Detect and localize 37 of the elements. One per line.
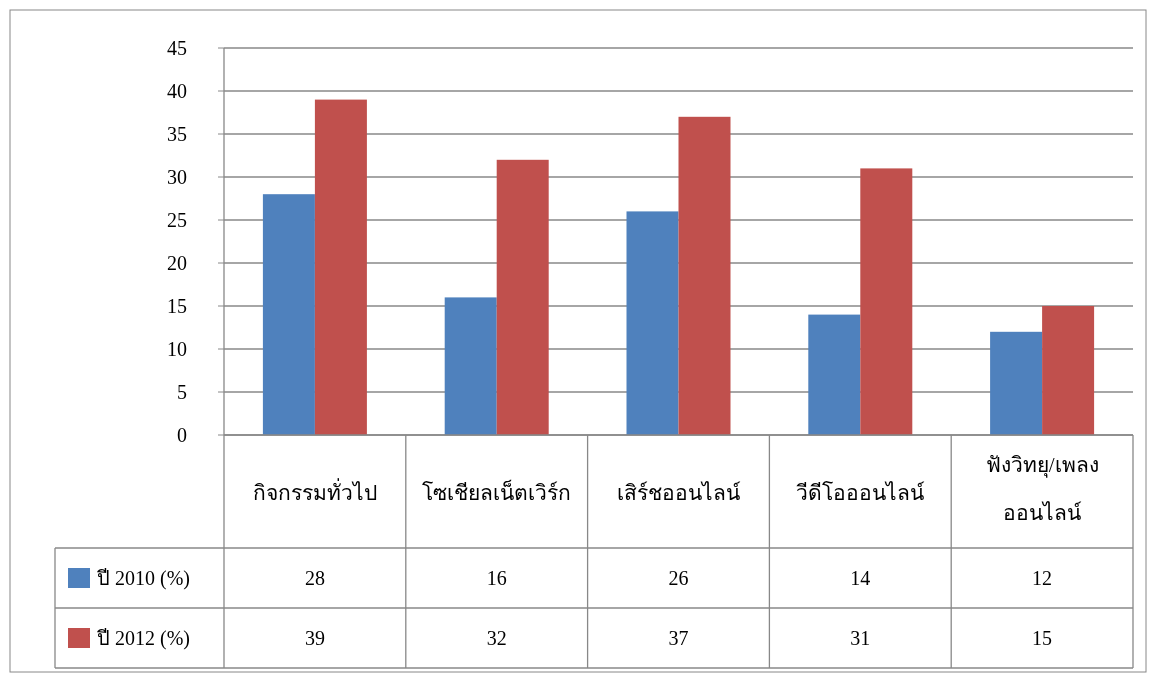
y-tick-label: 5: [177, 381, 187, 403]
data-label: 28: [304, 567, 325, 589]
bar: [990, 331, 1043, 435]
legend-label: ปี 2012 (%): [97, 627, 190, 650]
y-tick-label: 45: [167, 37, 187, 59]
x-tick-label: โซเชียลเน็ตเวิร์ก: [422, 479, 572, 505]
bar: [262, 194, 315, 435]
bar: [808, 314, 861, 435]
bar: [314, 99, 367, 435]
bar: [860, 168, 913, 435]
y-tick-label: 30: [167, 166, 187, 188]
x-tick-label: เสิร์ชออนไลน์: [617, 481, 741, 505]
data-label: 26: [668, 567, 689, 589]
x-tick-label: กิจกรรมทั่วไป: [252, 478, 377, 505]
y-tick-label: 25: [167, 209, 187, 231]
y-tick-label: 0: [177, 424, 187, 446]
y-tick-label: 10: [167, 338, 187, 360]
y-tick-label: 35: [167, 123, 187, 145]
data-label: 31: [850, 627, 871, 649]
x-tick-label: ฟังวิทยุ/เพลง ออนไลน์: [985, 453, 1099, 525]
y-tick-label: 15: [167, 295, 187, 317]
data-label: 14: [850, 567, 871, 589]
legend-label: ปี 2010 (%): [97, 567, 190, 590]
data-label: 15: [1032, 627, 1053, 649]
data-label: 32: [486, 627, 507, 649]
bar: [496, 159, 549, 435]
data-label: 37: [668, 627, 689, 649]
bar: [626, 211, 679, 435]
data-label: 12: [1032, 567, 1053, 589]
data-label: 16: [486, 567, 507, 589]
y-tick-label: 20: [167, 252, 187, 274]
bar: [678, 116, 731, 435]
y-tick-label: 40: [167, 80, 187, 102]
bar: [444, 297, 497, 435]
bar: [1042, 306, 1095, 435]
x-tick-label: วีดีโอออนไลน์: [796, 481, 926, 505]
data-label: 39: [304, 627, 325, 649]
